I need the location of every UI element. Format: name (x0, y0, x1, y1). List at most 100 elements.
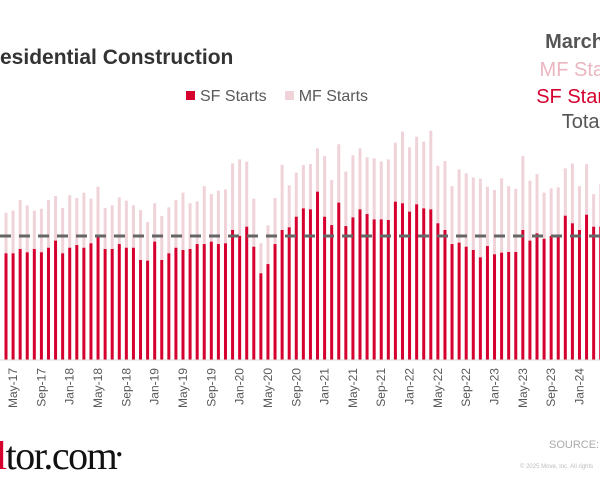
mf-bar (436, 165, 440, 224)
legend-sf-label: SF Starts (200, 88, 267, 105)
mf-bar (450, 186, 454, 245)
mf-bar (464, 173, 468, 247)
mf-bar (39, 208, 43, 253)
mf-bar (422, 141, 426, 209)
mf-bar (61, 207, 65, 254)
mf-bar (429, 130, 433, 210)
x-tick-label: Jan-19 (148, 368, 162, 405)
sf-bar (32, 248, 36, 360)
sf-bar (365, 214, 369, 360)
mf-bar (273, 197, 277, 245)
mf-bar (443, 161, 447, 230)
sf-bar (167, 253, 171, 360)
mf-bar (316, 148, 320, 192)
mf-bar (337, 144, 341, 203)
sf-bar (379, 219, 383, 360)
x-tick-label: Sep-17 (34, 368, 48, 407)
sf-bar (174, 247, 178, 360)
sf-bar (592, 226, 596, 360)
mf-bar (68, 195, 72, 248)
mf-bar (117, 197, 121, 245)
mf-bar (493, 190, 497, 255)
x-tick-label: Sep-18 (119, 368, 133, 407)
mf-bar (202, 186, 206, 245)
sf-bar (535, 233, 539, 360)
mf-bar (216, 190, 220, 245)
mf-bar (174, 200, 178, 248)
mf-bar (507, 186, 511, 253)
x-tick-label: Jan-24 (572, 368, 586, 405)
mf-bar (146, 222, 150, 261)
sf-bar (245, 226, 249, 360)
mf-bar (528, 180, 532, 241)
x-tick-label: Jan-22 (403, 368, 417, 405)
mf-bar (223, 189, 227, 244)
sf-bar (400, 203, 404, 360)
mf-bar (323, 156, 327, 217)
mf-bar (330, 180, 334, 226)
sf-bar (294, 216, 298, 360)
mf-bar (46, 200, 50, 248)
sf-bar (521, 230, 525, 360)
sf-bar (358, 209, 362, 360)
mf-bar (351, 155, 355, 218)
mf-bar (131, 205, 135, 248)
sf-bar (61, 253, 65, 360)
mf-bar (160, 215, 164, 260)
sf-bar (507, 252, 511, 360)
sf-bar (500, 252, 504, 360)
sf-bar (415, 204, 419, 360)
x-tick-label: Jan-20 (233, 368, 247, 405)
mf-bar (386, 159, 390, 220)
mf-bar (188, 203, 192, 249)
mf-bar (153, 203, 157, 242)
x-tick-label: Jan-23 (488, 368, 502, 405)
legend-sf-swatch (186, 91, 195, 100)
sf-bar (585, 214, 589, 360)
sf-bar (153, 241, 157, 360)
chart-title: esidential Construction (0, 46, 234, 69)
sf-bar (514, 252, 518, 360)
sf-bar (18, 248, 22, 360)
mf-bar (478, 178, 482, 258)
sf-bar (549, 235, 553, 360)
mf-bar (365, 157, 369, 215)
mf-bar (570, 163, 574, 224)
sf-bar (464, 246, 468, 360)
mf-bar (103, 207, 107, 249)
sf-bar (82, 247, 86, 360)
sf-bar (259, 273, 263, 360)
sf-bar (471, 250, 475, 360)
mf-bar (32, 210, 36, 249)
mf-bar (181, 192, 185, 250)
mf-bar (25, 205, 29, 253)
mf-bar (344, 171, 348, 227)
sf-bar (117, 244, 121, 360)
x-tick-label: May-19 (176, 368, 190, 408)
sf-bar (68, 247, 72, 360)
sf-bar (422, 208, 426, 360)
x-tick-label: May-18 (91, 368, 105, 408)
mf-bar (577, 186, 581, 230)
sf-bar (493, 254, 497, 360)
mf-bar (415, 136, 419, 205)
legend-mf-swatch (284, 91, 294, 100)
sf-bar (46, 247, 50, 360)
sf-bar (195, 244, 199, 360)
x-tick-label: May-20 (261, 368, 275, 408)
legend: SF Starts MF Starts (186, 88, 368, 106)
mf-bar (231, 163, 235, 230)
sf-bar (223, 243, 227, 360)
sf-bar (25, 252, 29, 360)
sf-bar (386, 220, 390, 360)
sf-bar (556, 235, 560, 360)
side-mf-label: MF Sta (539, 59, 600, 81)
x-tick-label: May-23 (516, 368, 530, 408)
side-sf-label: SF Star (536, 86, 600, 108)
mf-bar (280, 164, 284, 230)
mf-bar (195, 201, 199, 245)
mf-bar (535, 174, 539, 234)
mf-bar (592, 194, 596, 227)
x-tick-label: May-17 (6, 368, 20, 408)
sf-bar (209, 241, 213, 360)
